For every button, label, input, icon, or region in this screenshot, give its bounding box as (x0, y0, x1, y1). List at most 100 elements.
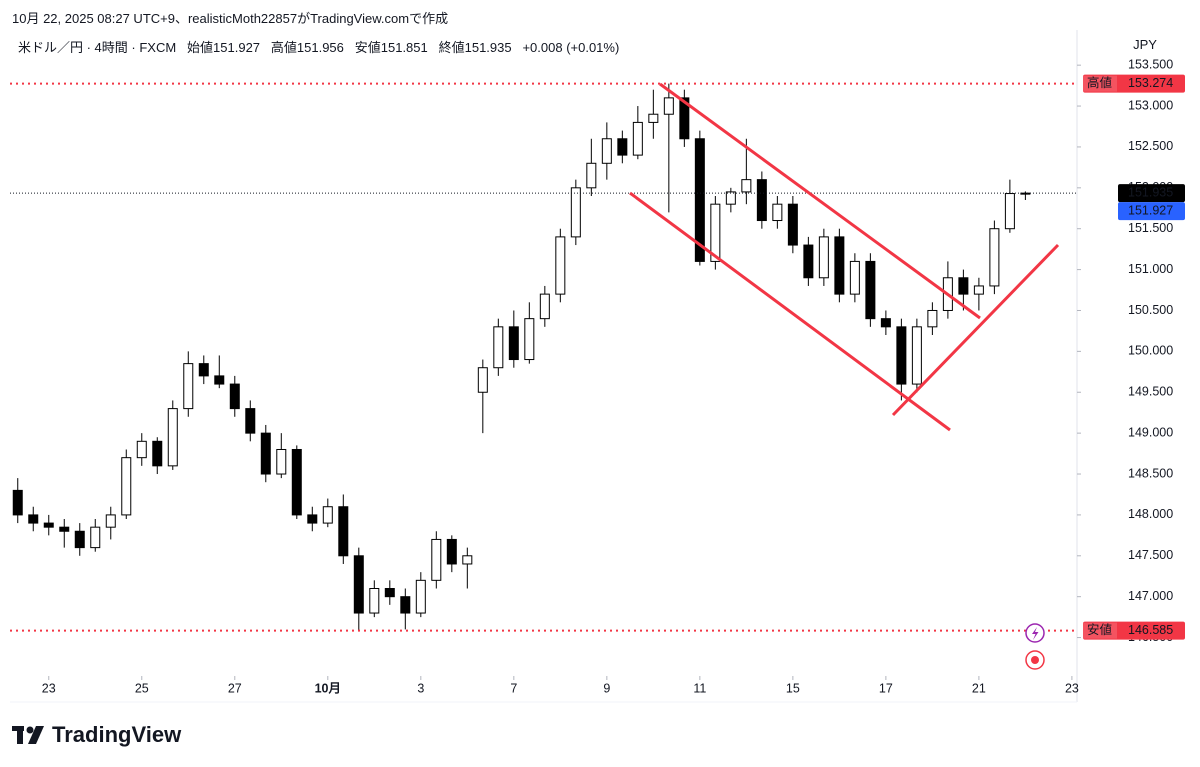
marker-box (1083, 74, 1185, 93)
candle-body (291, 448, 302, 516)
channel-lines (629, 82, 1060, 432)
candle-body (787, 203, 798, 246)
alert-icon[interactable] (1025, 623, 1045, 643)
candle-body (834, 236, 845, 295)
candle-body (911, 326, 922, 385)
y-tick-label: 146.500 (1128, 630, 1173, 644)
candle-body (245, 408, 256, 434)
x-tick-label: 27 (228, 681, 242, 695)
candle-body (632, 121, 643, 156)
candle-body (384, 588, 395, 598)
candle-body (849, 260, 860, 295)
candle-body (462, 555, 473, 565)
candle-body (679, 97, 690, 140)
candle-body (896, 326, 907, 385)
candle-body (818, 236, 829, 279)
candle-body (477, 367, 488, 393)
y-tick-label: 152.000 (1128, 180, 1173, 194)
candle-body (276, 448, 287, 475)
candle-body (648, 113, 659, 123)
candle-body (617, 138, 628, 156)
candle-body (865, 260, 876, 320)
candle-body (539, 293, 550, 320)
candle-body (803, 244, 814, 279)
candle-body (508, 326, 519, 361)
x-tick-label: 21 (972, 681, 986, 695)
candle-body (570, 187, 581, 238)
last-price-label: 151.935 (1128, 185, 1173, 199)
symbol-line: 米ドル／円 · 4時間 · FXCM 始値151.927 高値151.956 安… (18, 37, 619, 56)
y-tick-label: 147.000 (1128, 589, 1173, 603)
candle-body (12, 489, 23, 516)
logo-part (12, 726, 24, 731)
event-dot (1031, 656, 1039, 664)
candle-body (322, 506, 333, 524)
candle-body (1004, 193, 1015, 230)
x-tick-label: 25 (135, 681, 149, 695)
candle-body (446, 538, 457, 565)
y-tick-label: 150.000 (1128, 344, 1173, 358)
ohlc-label: 安値 (354, 40, 381, 55)
x-tick-label: 23 (1065, 681, 1079, 695)
y-tick-label: 151.000 (1128, 262, 1173, 276)
created-note: 10月 22, 2025 08:27 UTC+9、realisticMoth22… (12, 11, 449, 26)
candle-body (353, 555, 364, 614)
trend-line (659, 82, 981, 320)
candle-body (214, 375, 225, 385)
x-tick-label: 10月 (315, 681, 341, 695)
y-tick-label: 149.500 (1128, 385, 1173, 399)
candle-body (958, 277, 969, 295)
x-tick-label: 15 (786, 681, 800, 695)
candle-body (694, 138, 705, 262)
open-price-box (1118, 202, 1185, 221)
logo-icon (12, 726, 44, 744)
candle-body (74, 530, 85, 549)
candle-body (400, 596, 411, 614)
ohlc-value: 151.956 (296, 40, 344, 55)
candle-body (136, 440, 147, 459)
y-tick-label: 153.500 (1128, 57, 1173, 71)
trend-line (891, 243, 1060, 417)
candle-body (43, 522, 54, 528)
candle-body (152, 440, 163, 467)
candle-body (710, 203, 721, 262)
y-tick-label: 148.000 (1128, 507, 1173, 521)
marker-value: 153.274 (1128, 76, 1173, 90)
candle-body (338, 506, 349, 557)
trend-line (629, 191, 951, 432)
y-tick-label: 150.500 (1128, 303, 1173, 317)
symbol: 米ドル／円 · 4時間 · FXCM (18, 40, 177, 55)
candle-body (741, 179, 752, 193)
currency-button[interactable]: JPY (1133, 37, 1157, 52)
x-tick-label: 11 (693, 681, 706, 695)
candle-body (28, 514, 39, 524)
candle-body (121, 457, 132, 516)
bolt (1032, 627, 1039, 640)
y-tick-label: 152.500 (1128, 139, 1173, 153)
candle-body (663, 97, 674, 115)
x-tick-label: 7 (510, 681, 517, 695)
ohlc-label: 終値 (438, 40, 465, 55)
y-tick-label: 148.500 (1128, 466, 1173, 480)
candle-body (167, 408, 178, 467)
candle-body (880, 318, 891, 328)
event-icon[interactable] (1025, 650, 1045, 670)
candle-body (756, 179, 767, 222)
marker-label: 高値 (1087, 75, 1112, 90)
last-price-box (1118, 184, 1185, 203)
logo-part (28, 726, 44, 744)
candle-body (772, 203, 783, 222)
candle-body (307, 514, 318, 524)
x-tick-label: 23 (42, 681, 56, 695)
candle-body (601, 138, 612, 164)
open-price-label: 151.927 (1128, 203, 1173, 217)
ohlc-label: 高値 (270, 40, 297, 55)
candle-body (725, 191, 736, 205)
candle-body (973, 285, 984, 295)
candle-body (415, 579, 426, 614)
candle-body (183, 363, 194, 410)
candle-body (59, 526, 70, 532)
marker-value: 146.585 (1128, 623, 1173, 637)
candle-body (229, 383, 240, 410)
